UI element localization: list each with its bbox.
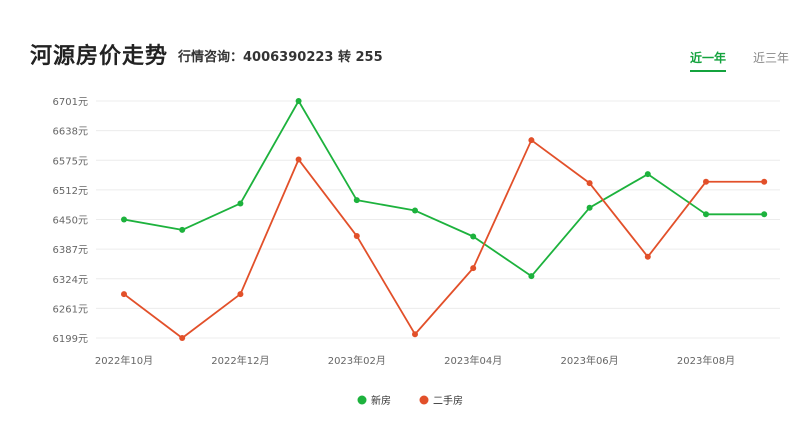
- tab-three-years[interactable]: 近三年: [753, 51, 790, 65]
- series-line: [123, 100, 765, 278]
- data-point[interactable]: [761, 211, 768, 218]
- x-tick-label: 2022年10月: [95, 354, 153, 367]
- x-tick-label: 2023年08月: [677, 354, 735, 367]
- legend-marker: [419, 395, 429, 405]
- legend-item-new-house[interactable]: 新房: [357, 394, 392, 407]
- legend-item-second-hand[interactable]: 二手房: [419, 394, 464, 407]
- data-point[interactable]: [237, 200, 244, 207]
- data-point[interactable]: [353, 233, 360, 240]
- x-tick-label: 2022年12月: [211, 354, 269, 367]
- series-line: [123, 139, 765, 339]
- consult-hotline: 行情咨询：4006390223 转 255: [178, 50, 383, 65]
- y-tick-label: 6387元: [53, 245, 88, 256]
- data-point[interactable]: [470, 233, 477, 240]
- data-point[interactable]: [121, 291, 127, 298]
- y-tick-label: 6324元: [53, 275, 88, 286]
- y-tick-label: 6261元: [53, 304, 88, 315]
- legend-label: 二手房: [433, 394, 463, 407]
- x-tick-label: 2023年02月: [328, 354, 386, 367]
- x-tick-label: 2023年06月: [561, 354, 619, 367]
- x-axis-ticks: 2022年10月 2022年12月 2023年02月 2023年04月 2023年06月…: [95, 354, 735, 367]
- data-point[interactable]: [295, 156, 302, 163]
- data-point[interactable]: [703, 211, 709, 218]
- series-second-hand: [121, 137, 768, 341]
- series-new-house: [121, 98, 768, 280]
- y-tick-label: 6450元: [53, 216, 88, 227]
- data-point[interactable]: [295, 98, 302, 104]
- data-point[interactable]: [179, 226, 186, 233]
- x-tick-label: 2023年04月: [444, 354, 502, 367]
- data-point[interactable]: [528, 137, 535, 144]
- data-point[interactable]: [644, 171, 651, 178]
- data-point[interactable]: [121, 216, 127, 223]
- page-title: 河源房价走势: [30, 44, 169, 69]
- data-point[interactable]: [412, 331, 418, 338]
- data-point[interactable]: [353, 197, 360, 204]
- y-axis-ticks: 6199元 6261元 6324元 6387元 6450元 6512元 6575元 6638元…: [53, 97, 88, 345]
- data-point[interactable]: [761, 178, 768, 185]
- data-point[interactable]: [237, 291, 244, 298]
- y-tick-label: 6512元: [53, 186, 88, 197]
- tab-one-year[interactable]: 近一年: [690, 49, 727, 72]
- chart-legend[interactable]: 新房 二手房: [357, 394, 464, 407]
- y-tick-label: 6701元: [53, 97, 88, 108]
- legend-marker: [357, 395, 367, 405]
- data-point[interactable]: [412, 207, 418, 214]
- legend-label: 新房: [371, 394, 391, 407]
- series-lines: [121, 98, 768, 341]
- data-point[interactable]: [644, 253, 651, 260]
- data-point[interactable]: [470, 265, 477, 272]
- y-tick-label: 6199元: [53, 334, 88, 345]
- data-point[interactable]: [179, 335, 186, 341]
- data-point[interactable]: [703, 178, 709, 185]
- data-point[interactable]: [586, 180, 593, 187]
- data-point[interactable]: [586, 204, 593, 211]
- data-point[interactable]: [528, 273, 535, 280]
- y-tick-label: 6638元: [53, 127, 88, 138]
- y-tick-label: 6575元: [53, 156, 88, 167]
